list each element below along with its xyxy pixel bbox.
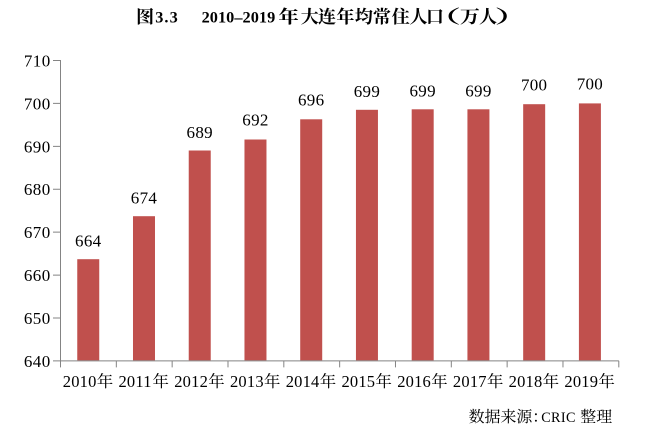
- svg-text:664: 664: [75, 232, 102, 251]
- svg-text:2019: 2019: [564, 372, 598, 391]
- svg-text:640: 640: [24, 352, 51, 371]
- svg-text:700: 700: [24, 94, 51, 113]
- svg-text:699: 699: [409, 82, 435, 101]
- svg-text:2013: 2013: [230, 372, 264, 391]
- svg-text:692: 692: [242, 111, 268, 130]
- svg-text:690: 690: [24, 137, 51, 156]
- svg-text:2012: 2012: [174, 372, 208, 391]
- svg-text:2015: 2015: [341, 372, 375, 391]
- svg-text:3.3: 3.3: [155, 8, 179, 27]
- svg-text:696: 696: [298, 91, 324, 110]
- svg-text:710: 710: [24, 52, 51, 71]
- svg-text:699: 699: [354, 82, 380, 101]
- svg-text:650: 650: [24, 309, 51, 328]
- svg-text:2010: 2010: [63, 372, 97, 391]
- svg-text:2010–2019: 2010–2019: [202, 8, 276, 27]
- svg-text:CRIC: CRIC: [541, 410, 576, 426]
- svg-text:2017: 2017: [453, 372, 487, 391]
- svg-text:670: 670: [24, 223, 51, 242]
- svg-text:2018: 2018: [509, 372, 543, 391]
- svg-text:680: 680: [24, 180, 51, 199]
- svg-text:689: 689: [187, 123, 213, 142]
- svg-text:2014: 2014: [286, 372, 320, 391]
- svg-text:2011: 2011: [118, 372, 151, 391]
- svg-text:674: 674: [131, 189, 158, 208]
- svg-text:660: 660: [24, 266, 51, 285]
- svg-text:700: 700: [521, 75, 547, 94]
- svg-text:700: 700: [577, 75, 603, 94]
- svg-text:699: 699: [465, 82, 491, 101]
- svg-text:2016: 2016: [397, 372, 431, 391]
